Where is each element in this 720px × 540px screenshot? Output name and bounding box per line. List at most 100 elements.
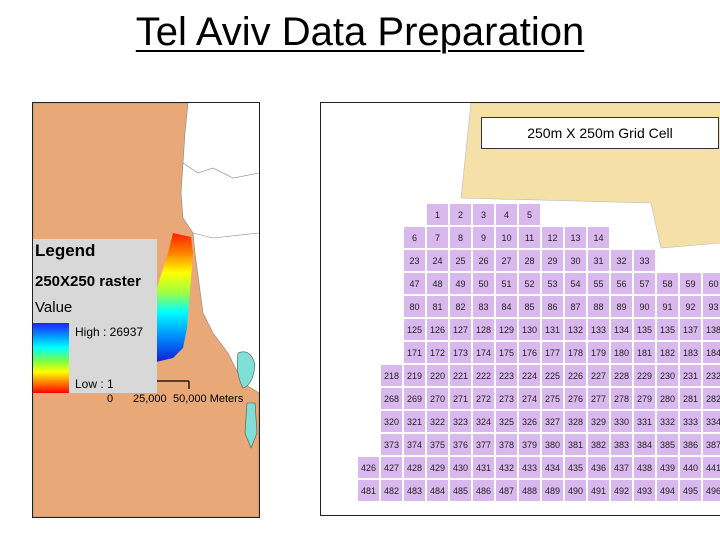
grid-cell[interactable]: 9 — [472, 226, 495, 249]
grid-cell[interactable]: 383 — [610, 433, 633, 456]
grid-cell[interactable]: 381 — [564, 433, 587, 456]
grid-cell[interactable]: 84 — [495, 295, 518, 318]
grid-cell[interactable]: 134 — [610, 318, 633, 341]
grid-cell[interactable]: 273 — [495, 387, 518, 410]
grid-cell[interactable]: 172 — [426, 341, 449, 364]
grid-cell[interactable]: 272 — [472, 387, 495, 410]
grid-cell[interactable]: 128 — [472, 318, 495, 341]
grid-cell[interactable]: 184 — [702, 341, 720, 364]
grid-cell[interactable]: 89 — [610, 295, 633, 318]
grid-cell[interactable]: 183 — [679, 341, 702, 364]
grid-cell[interactable]: 382 — [587, 433, 610, 456]
grid-cell[interactable]: 219 — [403, 364, 426, 387]
grid-cell[interactable]: 229 — [633, 364, 656, 387]
grid-cell[interactable]: 326 — [518, 410, 541, 433]
grid-cell[interactable]: 218 — [380, 364, 403, 387]
grid-cell[interactable]: 27 — [495, 249, 518, 272]
grid-cell[interactable]: 180 — [610, 341, 633, 364]
grid-cell[interactable]: 83 — [472, 295, 495, 318]
grid-cell[interactable]: 181 — [633, 341, 656, 364]
grid-cell[interactable]: 47 — [403, 272, 426, 295]
grid-cell[interactable]: 491 — [587, 479, 610, 502]
grid-cell[interactable]: 13 — [564, 226, 587, 249]
grid-cell[interactable]: 376 — [449, 433, 472, 456]
grid-cell[interactable]: 131 — [541, 318, 564, 341]
grid-cell[interactable]: 279 — [633, 387, 656, 410]
grid-cell[interactable]: 377 — [472, 433, 495, 456]
grid-cell[interactable]: 135 — [633, 318, 656, 341]
grid-cell[interactable]: 138 — [702, 318, 720, 341]
grid-cell[interactable]: 12 — [541, 226, 564, 249]
grid-cell[interactable]: 53 — [541, 272, 564, 295]
grid-cell[interactable]: 55 — [587, 272, 610, 295]
grid-cell[interactable]: 328 — [564, 410, 587, 433]
grid-cell[interactable]: 57 — [633, 272, 656, 295]
grid-cell[interactable]: 24 — [426, 249, 449, 272]
grid-cell[interactable]: 380 — [541, 433, 564, 456]
grid-cell[interactable]: 3 — [472, 203, 495, 226]
grid-cell[interactable]: 433 — [518, 456, 541, 479]
grid-cell[interactable]: 48 — [426, 272, 449, 295]
grid-cell[interactable]: 275 — [541, 387, 564, 410]
grid-cell[interactable]: 375 — [426, 433, 449, 456]
grid-cell[interactable]: 222 — [472, 364, 495, 387]
grid-cell[interactable]: 495 — [679, 479, 702, 502]
grid-cell[interactable]: 133 — [587, 318, 610, 341]
grid-cell[interactable]: 88 — [587, 295, 610, 318]
grid-cell[interactable]: 373 — [380, 433, 403, 456]
grid-cell[interactable]: 130 — [518, 318, 541, 341]
grid-cell[interactable]: 6 — [403, 226, 426, 249]
grid-cell[interactable]: 430 — [449, 456, 472, 479]
grid-cell[interactable]: 51 — [495, 272, 518, 295]
grid-cell[interactable]: 178 — [564, 341, 587, 364]
grid-cell[interactable]: 485 — [449, 479, 472, 502]
grid-cell[interactable]: 59 — [679, 272, 702, 295]
grid-cell[interactable]: 439 — [656, 456, 679, 479]
grid-cell[interactable]: 31 — [587, 249, 610, 272]
grid-cell[interactable]: 486 — [472, 479, 495, 502]
grid-cell[interactable]: 488 — [518, 479, 541, 502]
grid-cell[interactable]: 179 — [587, 341, 610, 364]
grid-cell[interactable]: 221 — [449, 364, 472, 387]
grid-cell[interactable]: 82 — [449, 295, 472, 318]
grid-cell-map[interactable]: 250m X 250m Grid Cell 1 2 3 4 5 6 7 8 9 10 11 12 13 1… — [320, 102, 720, 516]
grid-cell[interactable]: 58 — [656, 272, 679, 295]
grid-cell[interactable]: 387 — [702, 433, 720, 456]
grid-cell[interactable]: 127 — [449, 318, 472, 341]
grid-cell[interactable]: 320 — [380, 410, 403, 433]
grid-cell[interactable]: 87 — [564, 295, 587, 318]
grid-cell[interactable]: 270 — [426, 387, 449, 410]
grid-cell[interactable]: 230 — [656, 364, 679, 387]
grid-cell[interactable]: 85 — [518, 295, 541, 318]
grid-cell[interactable]: 489 — [541, 479, 564, 502]
grid-cell[interactable]: 269 — [403, 387, 426, 410]
grid-cell[interactable]: 282 — [702, 387, 720, 410]
grid-cell[interactable]: 321 — [403, 410, 426, 433]
grid-cell[interactable]: 435 — [564, 456, 587, 479]
grid-cell[interactable]: 30 — [564, 249, 587, 272]
grid-cell[interactable]: 490 — [564, 479, 587, 502]
grid-cell[interactable]: 90 — [633, 295, 656, 318]
grid-cell[interactable]: 333 — [679, 410, 702, 433]
grid-cell[interactable]: 496 — [702, 479, 720, 502]
grid-cell[interactable]: 60 — [702, 272, 720, 295]
grid-cell[interactable]: 126 — [426, 318, 449, 341]
grid-cell[interactable]: 427 — [380, 456, 403, 479]
grid-cell[interactable]: 322 — [426, 410, 449, 433]
grid-cell[interactable]: 49 — [449, 272, 472, 295]
grid-cell[interactable]: 385 — [656, 433, 679, 456]
grid-cell[interactable]: 80 — [403, 295, 426, 318]
grid-cell[interactable]: 325 — [495, 410, 518, 433]
grid-cell[interactable]: 434 — [541, 456, 564, 479]
grid-cell[interactable]: 225 — [541, 364, 564, 387]
grid-cell[interactable]: 129 — [495, 318, 518, 341]
grid-cell[interactable]: 436 — [587, 456, 610, 479]
grid-cell[interactable]: 438 — [633, 456, 656, 479]
grid-cell[interactable]: 232 — [702, 364, 720, 387]
grid-cell[interactable]: 220 — [426, 364, 449, 387]
grid-cell[interactable]: 29 — [541, 249, 564, 272]
grid-cell[interactable]: 33 — [633, 249, 656, 272]
grid-cell[interactable]: 429 — [426, 456, 449, 479]
grid-cell[interactable]: 431 — [472, 456, 495, 479]
grid-cell[interactable]: 171 — [403, 341, 426, 364]
